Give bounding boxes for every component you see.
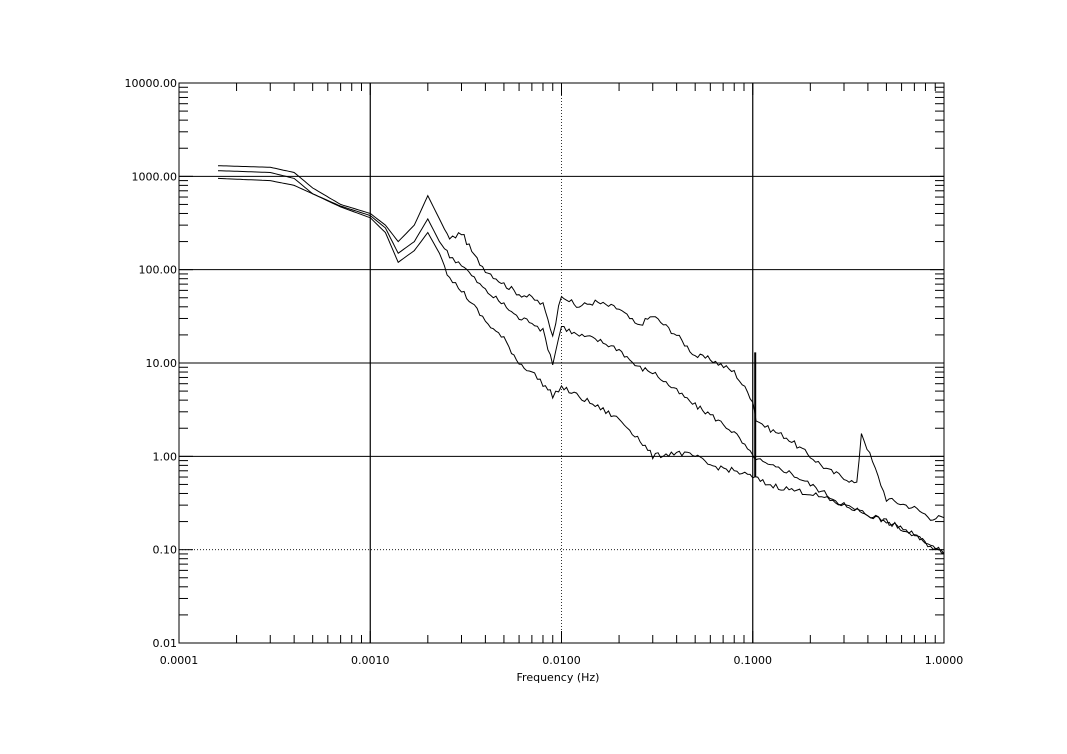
series-line xyxy=(217,177,945,555)
x-tick-label: 1.0000 xyxy=(925,654,964,667)
series-line xyxy=(217,165,945,521)
series-line xyxy=(217,170,945,555)
x-tick-label: 0.1000 xyxy=(734,654,773,667)
y-tick-label: 10000.00 xyxy=(125,77,178,90)
x-tick-label: 0.0100 xyxy=(542,654,581,667)
series-lines xyxy=(217,165,945,555)
y-tick-label: 1000.00 xyxy=(132,170,178,183)
axis-ticks xyxy=(178,83,944,644)
y-tick-label: 10.00 xyxy=(146,357,178,370)
y-tick-label: 0.01 xyxy=(153,637,178,650)
tick-labels: 0.0001 0.0010 0.0100 0.1000 1.0000 0.01 0.10 1.… xyxy=(125,77,964,667)
plot-frame xyxy=(178,82,945,644)
x-tick-label: 0.0001 xyxy=(160,654,199,667)
y-tick-label: 100.00 xyxy=(139,264,178,277)
y-tick-label: 0.10 xyxy=(153,544,178,557)
y-tick-label: 1.00 xyxy=(153,450,178,463)
x-tick-label: 0.0010 xyxy=(351,654,390,667)
grid-lines xyxy=(179,83,944,643)
x-axis-label: Frequency (Hz) xyxy=(517,671,600,684)
